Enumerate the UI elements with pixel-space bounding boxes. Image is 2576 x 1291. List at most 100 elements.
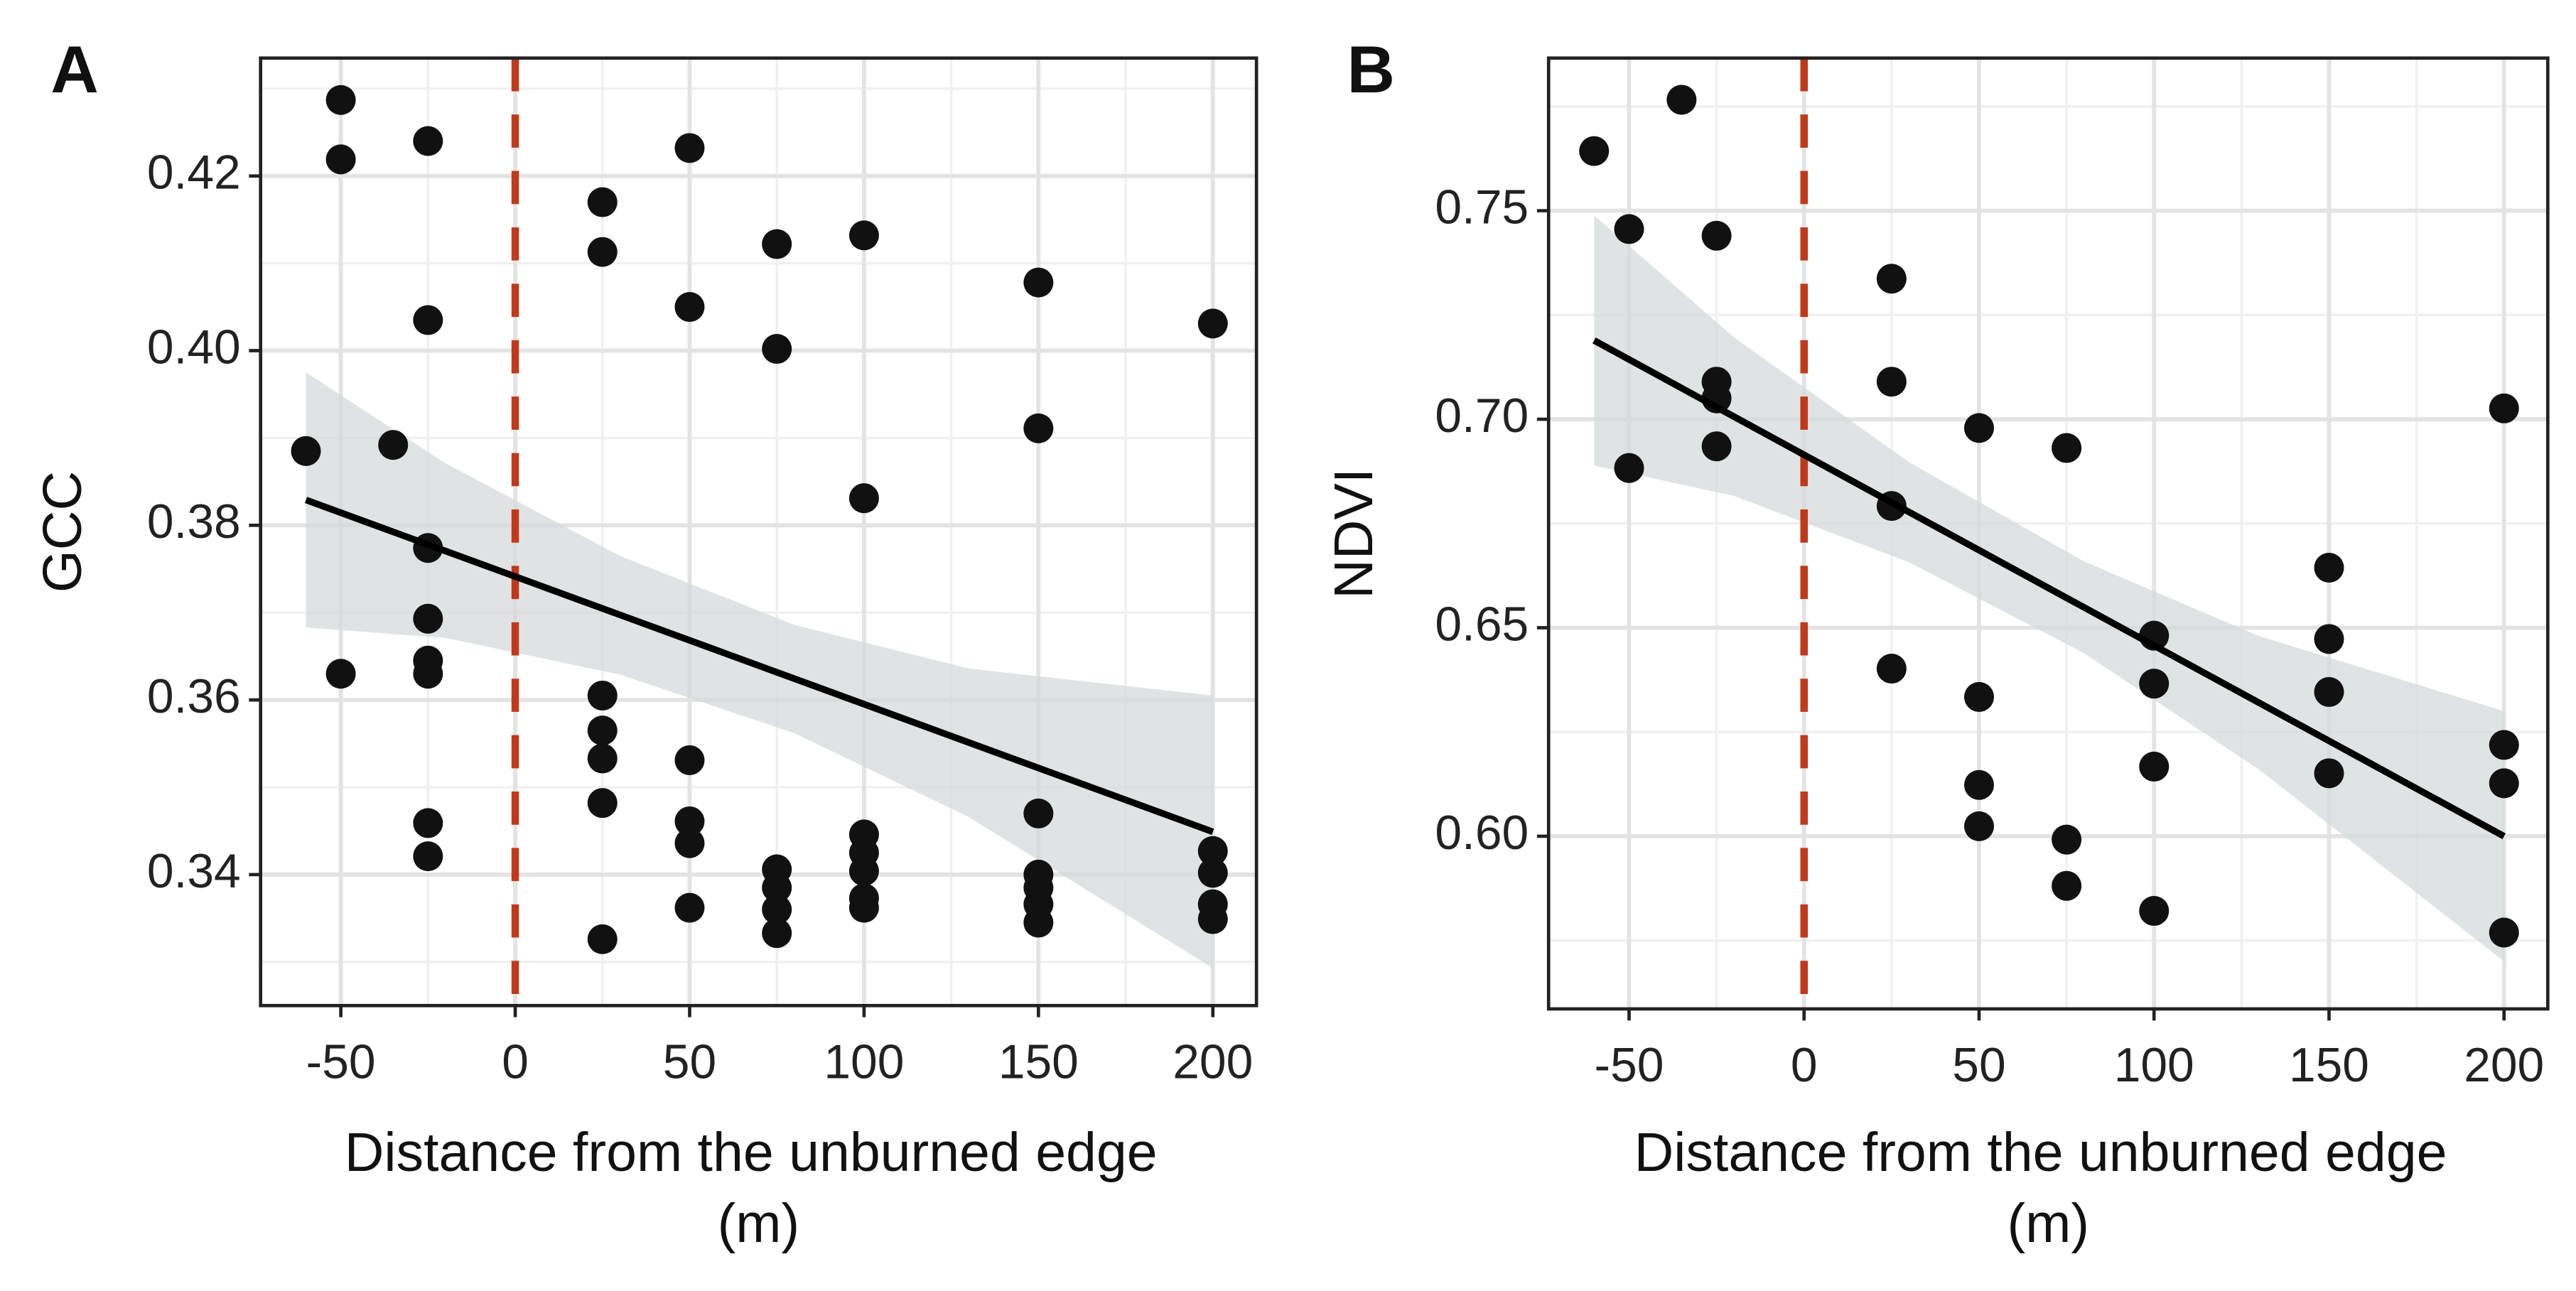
x-tick-label: 50 — [663, 1035, 716, 1089]
y-tick-label: 0.36 — [147, 670, 241, 723]
data-point — [762, 334, 792, 364]
data-point — [848, 483, 879, 514]
data-point — [1614, 214, 1644, 244]
fit-line — [1592, 337, 2506, 840]
x-axis-title: Distance from the unburned edge (m) — [345, 1122, 1173, 1254]
data-point — [762, 873, 792, 903]
data-point — [1614, 453, 1644, 483]
y-tick-label: 0.75 — [1435, 180, 1529, 234]
data-point — [1579, 136, 1610, 166]
x-tick-label: 150 — [2289, 1039, 2369, 1092]
data-point — [413, 808, 443, 838]
data-point — [378, 430, 409, 460]
data-point — [848, 220, 879, 251]
data-point — [325, 144, 356, 175]
x-tick-label: 0 — [1791, 1039, 1818, 1092]
data-point — [1023, 798, 1054, 828]
data-point — [587, 743, 618, 774]
data-point — [674, 892, 705, 923]
data-point — [1876, 367, 1907, 397]
data-point — [2489, 393, 2519, 423]
data-point — [413, 305, 443, 335]
data-point — [2052, 870, 2082, 901]
x-tick-label: 200 — [1173, 1035, 1253, 1089]
fit-line — [304, 497, 1214, 836]
y-tick-label: 0.42 — [147, 146, 241, 200]
data-point — [1701, 220, 1732, 251]
data-point — [1963, 681, 1995, 712]
data-point — [848, 892, 879, 923]
data-point — [587, 715, 618, 746]
data-point — [587, 788, 618, 819]
y-tick-label: 0.70 — [1435, 389, 1529, 443]
x-tick-label: 200 — [2464, 1039, 2544, 1092]
y-tick-label: 0.38 — [147, 495, 241, 549]
y-axis-title: GCC — [32, 471, 93, 593]
data-point — [2489, 730, 2519, 760]
plot-frame — [1546, 56, 2550, 1011]
data-point — [1701, 431, 1732, 462]
data-point — [1197, 308, 1228, 339]
data-point — [587, 187, 618, 217]
panel-label: A — [50, 32, 98, 107]
data-point — [413, 659, 443, 689]
data-point — [1666, 85, 1697, 115]
y-axis-title: NDVI — [1323, 468, 1384, 599]
data-point — [1963, 769, 1995, 800]
data-point — [1963, 413, 1995, 443]
plot-frame — [259, 56, 1259, 1008]
data-point — [587, 237, 618, 267]
data-point — [674, 292, 705, 323]
data-point — [1023, 267, 1054, 298]
data-point — [1197, 904, 1228, 934]
x-tick-label: 100 — [824, 1035, 904, 1089]
data-point — [674, 806, 705, 836]
data-point — [2314, 624, 2344, 654]
x-tick-label: 50 — [1952, 1039, 2005, 1092]
panel-label: B — [1347, 32, 1395, 107]
y-tick-label: 0.65 — [1435, 598, 1529, 651]
confidence-band — [306, 372, 1213, 968]
x-tick-label: -50 — [306, 1035, 376, 1089]
data-point — [2052, 824, 2082, 855]
data-point — [1876, 654, 1907, 684]
data-point — [587, 680, 618, 711]
data-point — [2489, 768, 2519, 799]
data-point — [1023, 907, 1054, 938]
data-point — [674, 745, 705, 775]
data-point — [674, 133, 705, 163]
data-point — [2139, 751, 2170, 782]
data-point — [1023, 413, 1054, 443]
data-point — [2314, 758, 2344, 789]
data-point — [848, 855, 879, 887]
x-tick-label: 0 — [502, 1035, 529, 1089]
data-point — [762, 229, 792, 259]
y-tick-label: 0.34 — [147, 845, 241, 898]
x-tick-label: -50 — [1595, 1039, 1664, 1092]
x-tick-label: 150 — [998, 1035, 1079, 1089]
data-point — [674, 828, 705, 858]
data-point — [1197, 858, 1228, 888]
data-point — [2314, 676, 2344, 707]
data-point — [2314, 552, 2344, 583]
data-point — [2139, 896, 2170, 927]
data-point — [587, 924, 618, 954]
x-tick-label: 100 — [2114, 1039, 2194, 1092]
y-tick-label: 0.60 — [1435, 806, 1529, 860]
data-point — [1963, 811, 1995, 841]
data-point — [1876, 264, 1907, 294]
data-point — [2489, 917, 2519, 948]
y-tick-label: 0.40 — [147, 320, 241, 374]
data-point — [1197, 836, 1228, 866]
data-point — [325, 659, 356, 689]
data-point — [2139, 669, 2170, 699]
data-point — [2052, 433, 2082, 463]
data-point — [413, 603, 443, 634]
data-point — [291, 436, 321, 466]
data-point — [413, 126, 443, 156]
data-point — [413, 841, 443, 872]
data-point — [762, 918, 792, 949]
data-point — [325, 85, 356, 115]
data-point — [762, 895, 792, 925]
